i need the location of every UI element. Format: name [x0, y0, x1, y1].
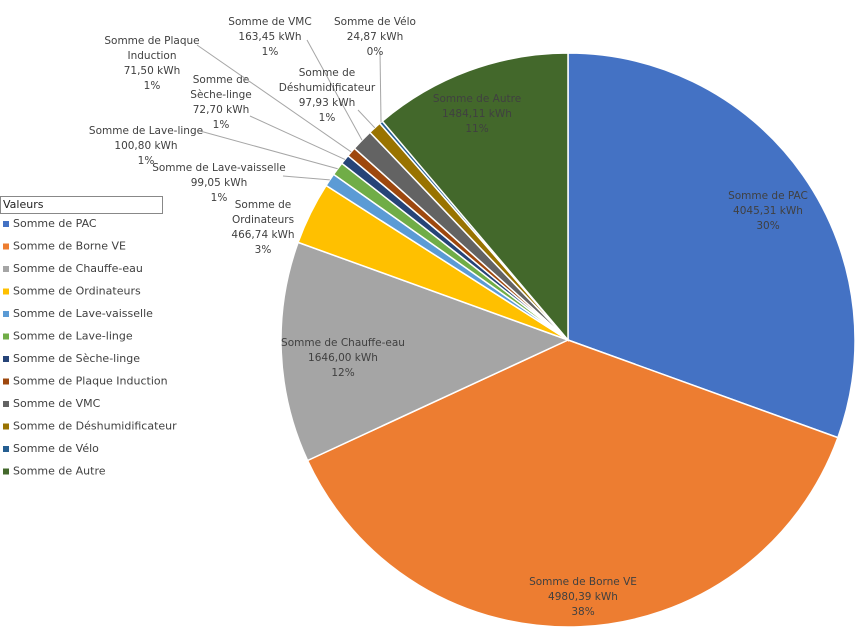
data-label-percent: 11% [465, 123, 488, 135]
legend: Valeurs Somme de PAC Somme de Borne VE Som… [0, 196, 177, 478]
data-label: Somme de PAC 4045,31 kWh 30% [728, 190, 808, 232]
leader-line [306, 39, 363, 141]
data-label-name: Somme de Autre [433, 93, 521, 105]
data-label: Somme de Borne VE 4980,39 kWh 38% [529, 576, 637, 618]
legend-label: Somme de Lave-linge [13, 330, 133, 343]
legend-label: Somme de Ordinateurs [13, 285, 141, 298]
data-label-name: Ordinateurs [232, 214, 294, 226]
data-label: Somme de VMC 163,45 kWh 1% [228, 16, 311, 58]
legend-swatch [3, 243, 9, 250]
data-label-value: 163,45 kWh [238, 31, 301, 43]
data-label-percent: 0% [367, 46, 384, 58]
legend-label: Somme de Autre [13, 465, 106, 478]
legend-title-box [0, 196, 163, 214]
leader-line [379, 51, 382, 123]
data-label-percent: 1% [144, 80, 161, 92]
data-label-value: 100,80 kWh [114, 140, 177, 152]
pie-slice [381, 52, 569, 343]
data-label-percent: 3% [255, 244, 272, 256]
data-label-value: 4045,31 kWh [733, 205, 803, 217]
leader-line [199, 130, 338, 170]
legend-label: Somme de Borne VE [13, 240, 126, 253]
legend-label: Somme de Chauffe-eau [13, 262, 143, 275]
legend-label: Somme de Plaque Induction [13, 375, 168, 388]
data-label: Somme de Chauffe-eau 1646,00 kWh 12% [281, 337, 405, 379]
pie-slice [306, 339, 839, 628]
data-label-name: Somme de Plaque [104, 35, 199, 47]
legend-swatch [3, 446, 9, 452]
data-label-value: 4980,39 kWh [548, 591, 618, 603]
data-label: Somme de Vélo 24,87 kWh 0% [334, 16, 416, 58]
data-label-name: Somme de Chauffe-eau [281, 337, 405, 349]
data-label: Somme de Lave-linge 100,80 kWh 1% [89, 125, 203, 167]
data-label-value: 1484,11 kWh [442, 108, 512, 120]
data-label-percent: 1% [138, 155, 155, 167]
data-label-percent: 30% [756, 220, 779, 232]
data-label-name: Somme de VMC [228, 16, 311, 28]
legend-swatch [3, 356, 9, 362]
pie-slice [280, 241, 570, 462]
data-label-value: 99,05 kWh [191, 177, 248, 189]
data-label-name: Induction [128, 50, 177, 62]
legend-label: Somme de VMC [13, 397, 101, 410]
data-label-percent: 1% [262, 46, 279, 58]
legend-swatch [3, 468, 9, 475]
legend-label: Somme de Lave-vaisselle [13, 307, 153, 320]
data-label-value: 72,70 kWh [193, 104, 250, 116]
pie-slice [567, 52, 856, 439]
legend-swatch [3, 333, 9, 340]
data-label-name: Somme de [235, 199, 291, 211]
data-label-value: 466,74 kWh [231, 229, 294, 241]
data-label-name: Sèche-linge [190, 89, 251, 101]
data-label: Somme de Sèche-linge 72,70 kWh 1% [190, 74, 251, 131]
legend-swatch [3, 378, 9, 385]
data-label-name: Somme de [299, 67, 355, 79]
data-label-name: Somme de Borne VE [529, 576, 637, 588]
data-label-percent: 12% [331, 367, 354, 379]
legend-swatch [3, 221, 9, 227]
data-label-name: Somme de Lave-linge [89, 125, 203, 137]
data-label-percent: 38% [571, 606, 594, 618]
data-label-name: Somme de [193, 74, 249, 86]
legend-label: Somme de PAC [13, 217, 97, 230]
data-label-name: Somme de Lave-vaisselle [152, 162, 286, 174]
data-label-value: 1646,00 kWh [308, 352, 378, 364]
data-label-name: Somme de Vélo [334, 16, 416, 28]
legend-label: Somme de Sèche-linge [13, 352, 140, 365]
leader-line [196, 44, 352, 153]
legend-label: Somme de Déshumidificateur [13, 420, 177, 433]
leader-line [282, 175, 330, 181]
legend-title: Valeurs [3, 198, 44, 211]
legend-swatch [3, 401, 9, 407]
legend-swatch [3, 311, 9, 317]
data-label-percent: 1% [213, 119, 230, 131]
data-label-name: Déshumidificateur [279, 82, 376, 94]
legend-swatch [3, 423, 9, 430]
data-label: Somme de Déshumidificateur 97,93 kWh 1% [279, 67, 376, 124]
legend-swatch [3, 288, 9, 295]
legend-label: Somme de Vélo [13, 442, 99, 455]
leader-line [357, 109, 376, 129]
data-label-value: 97,93 kWh [299, 97, 356, 109]
leader-line [249, 115, 346, 160]
data-label: Somme de Lave-vaisselle 99,05 kWh 1% [152, 162, 286, 204]
data-label-value: 24,87 kWh [347, 31, 404, 43]
data-label-percent: 1% [319, 112, 336, 124]
data-label: Somme de Ordinateurs 466,74 kWh 3% [231, 199, 294, 256]
data-label: Somme de Plaque Induction 71,50 kWh 1% [104, 35, 199, 92]
data-label: Somme de Autre 1484,11 kWh 11% [433, 93, 521, 135]
data-label-value: 71,50 kWh [124, 65, 181, 77]
legend-swatch [3, 266, 9, 272]
data-label-percent: 1% [211, 192, 228, 204]
data-label-name: Somme de PAC [728, 190, 808, 202]
